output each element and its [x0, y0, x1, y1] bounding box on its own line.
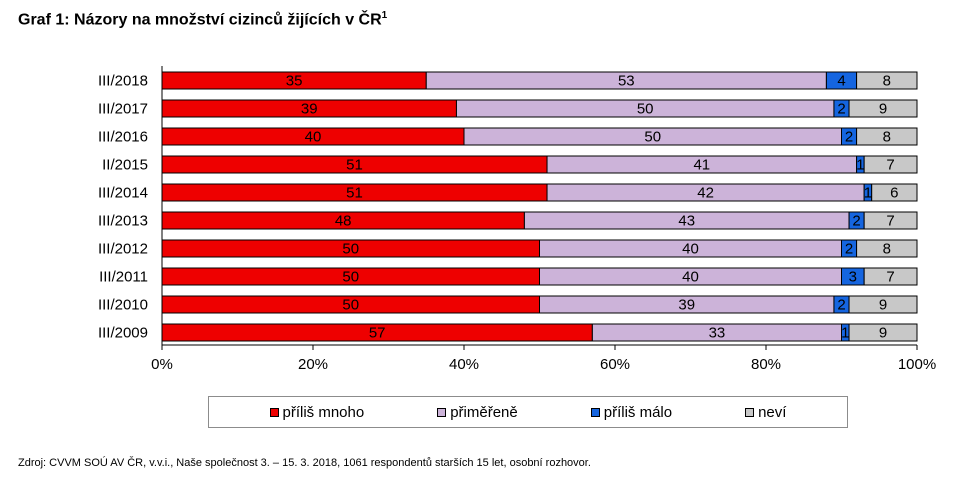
legend-label: neví: [758, 403, 787, 421]
category-label: III/2010: [98, 297, 148, 314]
data-label: 43: [678, 213, 695, 230]
data-label: 33: [709, 325, 726, 342]
data-label: 7: [886, 157, 894, 174]
data-label: 35: [286, 73, 303, 90]
data-label: 50: [637, 101, 654, 118]
bar-segment: [863, 267, 918, 286]
x-tick-label: 100%: [898, 356, 936, 373]
bar-segment: [848, 295, 918, 314]
data-label: 51: [346, 157, 363, 174]
category-label: III/2013: [98, 213, 148, 230]
legend-swatch: [745, 407, 755, 417]
bar-segment: [856, 71, 918, 90]
data-label: 1: [864, 185, 872, 202]
legend-swatch: [437, 407, 447, 417]
data-label: 48: [335, 213, 352, 230]
legend-swatch: [269, 407, 279, 417]
title-footnote-mark: 1: [381, 10, 388, 21]
data-label: 6: [890, 185, 898, 202]
chart-legend: příliš mnoho přiměřeně příliš málo neví: [208, 396, 848, 428]
bar-segment: [863, 155, 918, 174]
data-label: 2: [837, 101, 845, 118]
data-label: 39: [678, 297, 695, 314]
data-label: 9: [879, 297, 887, 314]
data-label: 51: [346, 185, 363, 202]
data-label: 7: [886, 269, 894, 286]
source-note: Zdroj: CVVM SOÚ AV ČR, v.v.i., Naše spol…: [18, 457, 591, 469]
data-label: 2: [845, 129, 853, 146]
data-label: 3: [849, 269, 857, 286]
x-tick-label: 40%: [449, 356, 479, 373]
x-tick-label: 60%: [600, 356, 630, 373]
legend-item: příliš málo: [590, 403, 673, 421]
bar-segment: [848, 323, 918, 342]
category-label: III/2009: [98, 325, 148, 342]
data-label: 4: [837, 73, 845, 90]
data-label: 2: [845, 241, 853, 258]
bar-segment: [848, 99, 918, 118]
legend-label: příliš mnoho: [282, 403, 365, 421]
data-label: 2: [852, 213, 860, 230]
category-label: III/2017: [98, 101, 148, 118]
data-label: 9: [879, 101, 887, 118]
chart-title-text: Graf 1: Názory na množství cizinců žijíc…: [18, 11, 382, 29]
bar-segment: [871, 183, 918, 202]
data-label: 1: [841, 325, 849, 342]
data-label: 50: [342, 297, 359, 314]
data-label: 42: [697, 185, 714, 202]
data-label: 2: [837, 297, 845, 314]
data-label: 53: [618, 73, 635, 90]
data-label: 50: [342, 241, 359, 258]
data-label: 50: [644, 129, 661, 146]
data-label: 50: [342, 269, 359, 286]
category-label: III/2011: [99, 269, 148, 286]
data-label: 8: [883, 241, 891, 258]
data-label: 9: [879, 325, 887, 342]
category-label: III/2012: [98, 241, 148, 258]
data-label: 40: [682, 269, 699, 286]
data-label: 8: [883, 73, 891, 90]
legend-label: přiměřeně: [450, 403, 518, 421]
x-tick-label: 0%: [151, 356, 173, 373]
data-label: 40: [682, 241, 699, 258]
data-label: 40: [305, 129, 322, 146]
category-label: III/2014: [98, 185, 148, 202]
legend-item: příliš mnoho: [269, 403, 365, 421]
data-label: 57: [369, 325, 386, 342]
bar-segment: [863, 211, 918, 230]
data-label: 8: [883, 129, 891, 146]
category-label: III/2018: [98, 73, 148, 90]
legend-label: příliš málo: [603, 403, 673, 421]
data-label: 39: [301, 101, 318, 118]
data-label: 1: [856, 157, 864, 174]
data-label: 7: [886, 213, 894, 230]
x-tick-label: 20%: [298, 356, 328, 373]
legend-item: přiměřeně: [437, 404, 518, 421]
chart-title: Graf 1: Názory na množství cizinců žijíc…: [18, 10, 387, 29]
bar-segment: [856, 239, 918, 258]
legend-item: neví: [745, 404, 786, 421]
data-label: 41: [693, 157, 710, 174]
legend-swatch: [590, 407, 600, 417]
x-tick-label: 80%: [751, 356, 781, 373]
bar-segment: [856, 127, 918, 146]
category-label: II/2015: [102, 157, 148, 174]
category-label: III/2016: [98, 129, 148, 146]
